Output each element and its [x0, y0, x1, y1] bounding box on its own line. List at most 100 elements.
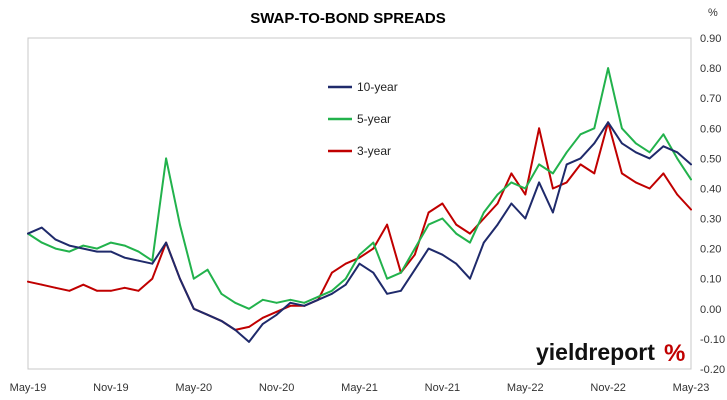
data-point [662, 172, 665, 175]
data-point [593, 142, 596, 145]
data-point [165, 241, 168, 244]
data-point [427, 247, 430, 250]
data-point [413, 268, 416, 271]
data-point [676, 193, 679, 196]
y-tick-label: 0.40 [700, 183, 721, 195]
data-point [27, 280, 29, 283]
data-point [137, 259, 140, 262]
data-point [331, 289, 333, 292]
data-point [565, 163, 568, 166]
data-point [413, 253, 416, 256]
x-tick-label: Nov-22 [590, 382, 625, 394]
data-point [510, 202, 513, 205]
data-point [248, 307, 250, 310]
data-point [579, 133, 582, 136]
data-point [234, 301, 237, 304]
x-tick-label: May-19 [10, 382, 47, 394]
data-point [676, 151, 679, 154]
y-axis-ticks: -0.20 -0.10 0.00 0.10 0.20 0.30 0.40 0.50 0.60 0.… [700, 33, 725, 376]
data-point [137, 250, 140, 253]
data-point [552, 187, 554, 190]
data-point [496, 193, 499, 196]
data-point [662, 133, 665, 136]
data-point [469, 232, 471, 235]
data-point [96, 289, 98, 292]
data-point [275, 313, 278, 316]
data-point [96, 247, 98, 250]
data-point [289, 304, 292, 307]
data-point [607, 67, 609, 69]
y-tick-label: 0.00 [700, 304, 721, 316]
data-point [372, 271, 375, 274]
data-point [54, 286, 57, 289]
data-point [386, 292, 388, 295]
data-point [123, 286, 126, 289]
data-point [179, 223, 181, 226]
data-point [579, 163, 582, 166]
data-point [496, 202, 499, 205]
data-point [82, 283, 85, 286]
data-point [538, 127, 540, 130]
data-point [634, 151, 637, 154]
data-point [386, 223, 388, 226]
data-point [400, 271, 402, 274]
data-point [206, 268, 209, 271]
data-point [82, 244, 85, 247]
data-point [289, 298, 292, 301]
x-axis-ticks: May-19 Nov-19 May-20 Nov-20 May-21 Nov-21 May-… [10, 382, 710, 394]
series-layer [27, 67, 692, 343]
chart-title: SWAP-TO-BOND SPREADS [250, 10, 446, 27]
y-tick-label: 0.50 [700, 153, 721, 165]
data-point [524, 193, 527, 196]
data-point [110, 250, 112, 253]
legend-label: 3-year [357, 144, 391, 158]
data-point [648, 157, 651, 160]
data-point [455, 232, 458, 235]
data-point [648, 151, 651, 154]
data-point [317, 295, 319, 298]
data-point [510, 172, 513, 175]
data-point [413, 247, 416, 250]
x-tick-label: May-23 [673, 382, 710, 394]
x-tick-label: Nov-21 [425, 382, 460, 394]
data-point [96, 250, 98, 253]
data-point [82, 247, 85, 250]
data-point [510, 181, 513, 184]
data-point [621, 127, 623, 130]
data-point [110, 289, 112, 292]
data-point [303, 301, 306, 304]
data-point [68, 289, 71, 292]
data-point [344, 283, 347, 286]
data-point [248, 326, 250, 328]
data-point [123, 244, 126, 247]
legend-label: 10-year [357, 80, 398, 94]
data-point [358, 262, 361, 265]
data-point [275, 301, 278, 304]
data-point [607, 121, 609, 124]
data-point [192, 307, 195, 310]
data-point [552, 211, 554, 214]
y-tick-label: 0.90 [700, 33, 721, 45]
data-point [469, 241, 471, 244]
data-point [482, 241, 485, 244]
data-point [220, 292, 223, 295]
data-point [593, 172, 596, 175]
data-point [482, 211, 485, 214]
data-point [400, 289, 402, 292]
y-tick-label: 0.60 [700, 123, 721, 135]
data-point [27, 232, 29, 235]
data-point [317, 298, 319, 301]
data-point [261, 316, 264, 319]
data-point [634, 142, 637, 145]
data-point [690, 163, 692, 166]
data-point [261, 298, 264, 301]
data-point [110, 241, 112, 244]
data-point [565, 181, 568, 184]
data-point [441, 253, 444, 256]
plot-area [27, 37, 692, 370]
legend: 10-year 5-year 3-year [328, 80, 398, 158]
data-point [621, 142, 623, 145]
data-point [372, 241, 375, 244]
data-point [220, 320, 223, 322]
data-point [455, 262, 458, 265]
